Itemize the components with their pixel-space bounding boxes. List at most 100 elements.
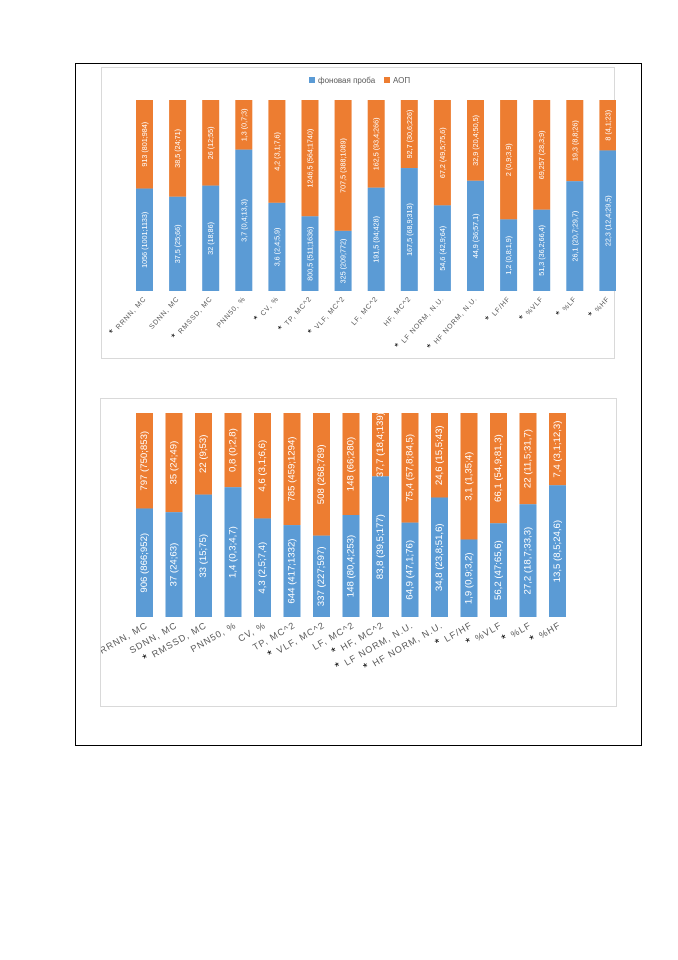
bar-background-11 xyxy=(500,219,518,291)
legend-label-aop: АОП xyxy=(393,76,410,85)
bar-aop-10 xyxy=(467,100,484,181)
data-label-background-4: 4,3 (2,5;7,4) xyxy=(257,542,268,594)
data-label-aop-10: 24,6 (15,5;43) xyxy=(434,425,445,485)
data-label-background-10: 44,9 (36;57,1) xyxy=(471,214,480,259)
bar-background-13 xyxy=(519,504,537,617)
bar-aop-13 xyxy=(566,100,584,182)
category-text-2: RMSSD, MC xyxy=(177,296,214,336)
data-label-background-10: 34,8 (23,8;51,6) xyxy=(434,523,445,591)
bar-aop-5 xyxy=(283,413,301,526)
bar-aop-2 xyxy=(202,100,220,186)
data-label-background-9: 64,9 (47,1;76) xyxy=(405,540,416,600)
data-label-aop-6: 508 (268;789) xyxy=(316,444,327,504)
bar-background-7 xyxy=(367,187,385,291)
data-label-aop-10: 32,9 (20,4;50,5) xyxy=(471,115,480,166)
data-label-background-13: 26,1 (20,7;29,7) xyxy=(570,211,579,262)
legend-swatch-background xyxy=(309,77,315,83)
data-label-aop-7: 148 (66;280) xyxy=(346,437,357,491)
data-label-background-8: 83,8 (39,5;177) xyxy=(375,514,386,579)
category-label-0: * RRNN, MC xyxy=(107,294,148,338)
data-label-aop-4: 4,2 (3,1;7,6) xyxy=(272,132,281,171)
data-label-background-8: 167,5 (68,9;313) xyxy=(405,203,414,256)
bar-aop-9 xyxy=(433,100,451,206)
legend-swatch-aop xyxy=(384,77,390,83)
data-label-aop-12: 69,257 (28,3;9) xyxy=(537,130,546,179)
category-text-0: RRNN, MC xyxy=(115,296,148,331)
bar-aop-11 xyxy=(500,100,518,220)
bar-background-0 xyxy=(136,508,153,617)
data-label-background-5: 644 (417;1332) xyxy=(287,538,298,603)
data-label-background-0: 906 (866;952) xyxy=(139,533,150,593)
category-label-4: * CV, % xyxy=(252,294,281,325)
bar-background-5 xyxy=(283,525,301,617)
category-label-13: * %LF xyxy=(554,294,579,320)
bar-aop-14 xyxy=(549,413,566,486)
bar-aop-6 xyxy=(313,413,330,536)
bar-aop-5 xyxy=(301,100,319,217)
chart-panel-top: фоновая проба АОП 1056 (1001;1133) 913 (8… xyxy=(101,67,616,359)
data-label-background-6: 337 (227;597) xyxy=(316,546,327,606)
bar-background-6 xyxy=(313,535,330,617)
data-label-aop-11: 3,1 (1,35;4) xyxy=(464,452,475,501)
legend: фоновая проба АОП xyxy=(309,76,410,85)
data-label-background-7: 148 (80,4;253) xyxy=(346,535,357,597)
bar-background-8 xyxy=(400,168,418,291)
data-label-aop-14: 7,4 (3,1;12,3) xyxy=(552,421,563,478)
bar-aop-4 xyxy=(268,100,286,203)
bar-aop-1 xyxy=(169,100,187,197)
bar-aop-2 xyxy=(195,413,212,495)
category-text-5: TP, MC^2 xyxy=(284,296,314,328)
data-label-aop-3: 1,3 (0,7;3) xyxy=(239,108,248,141)
data-label-background-5: 800,5 (511;1636) xyxy=(306,227,315,281)
category-label-14: * %HF xyxy=(527,617,563,646)
data-label-aop-6: 707,5 (388;1089) xyxy=(339,138,348,193)
bar-background-13 xyxy=(566,181,584,291)
bar-aop-13 xyxy=(519,413,537,505)
data-label-aop-7: 162,5 (93,4;266) xyxy=(372,117,381,170)
bar-aop-10 xyxy=(431,413,448,498)
bar-background-4 xyxy=(254,518,271,617)
bar-aop-8 xyxy=(372,413,389,477)
bar-aop-12 xyxy=(533,100,551,210)
bar-background-3 xyxy=(224,487,242,617)
bar-aop-0 xyxy=(136,100,153,189)
bar-aop-9 xyxy=(401,413,419,523)
data-label-background-12: 51,3 (36,2;66,4) xyxy=(537,225,546,276)
bar-background-1 xyxy=(169,196,187,291)
data-label-aop-3: 0,8 (0;2,8) xyxy=(228,428,239,472)
data-label-aop-8: 37,7 (18,4;139) xyxy=(375,412,386,477)
category-text-4: CV, % xyxy=(260,296,281,318)
category-text-1: SDNN, MC xyxy=(148,296,181,331)
chart-top-svg: фоновая проба АОП 1056 (1001;1133) 913 (8… xyxy=(107,76,616,352)
bar-aop-11 xyxy=(460,413,478,540)
legend-label-background: фоновая проба xyxy=(318,76,376,85)
bar-background-6 xyxy=(334,230,352,291)
bar-background-12 xyxy=(490,523,507,617)
data-label-aop-0: 797 (750;853) xyxy=(139,431,150,491)
data-label-aop-8: 92,7 (30,6;226) xyxy=(405,110,414,159)
category-label-3: PNN50, % xyxy=(216,296,247,330)
data-label-background-13: 27,2 (18,7;33,3) xyxy=(523,527,534,595)
data-label-aop-1: 35 (24;49) xyxy=(169,441,180,485)
category-text-3: PNN50, % xyxy=(216,296,247,330)
data-label-aop-2: 22 (9;53) xyxy=(198,435,209,473)
bar-background-1 xyxy=(165,512,183,617)
data-label-background-1: 37,5 (25;66) xyxy=(173,224,182,263)
category-text-14: %HF xyxy=(594,296,611,314)
data-label-background-11: 1,2 (0,8;1,9) xyxy=(504,236,513,275)
category-text-6: VLF, MC^2 xyxy=(314,296,347,331)
bar-background-4 xyxy=(268,202,286,291)
category-label-8: HF, MC^2 xyxy=(383,296,413,328)
bar-aop-7 xyxy=(342,413,360,515)
bar-background-8 xyxy=(372,476,389,617)
bar-background-2 xyxy=(202,185,220,291)
data-label-background-14: 13,5 (8,5;24,6) xyxy=(552,520,563,582)
category-label-7: LF, MC^2 xyxy=(351,296,380,327)
bar-aop-4 xyxy=(254,413,271,519)
figure-frame xyxy=(75,63,642,746)
data-label-background-2: 32 (18;86) xyxy=(206,222,215,255)
category-label-12: * %VLF xyxy=(517,294,546,324)
category-text-8: HF, MC^2 xyxy=(383,296,413,328)
